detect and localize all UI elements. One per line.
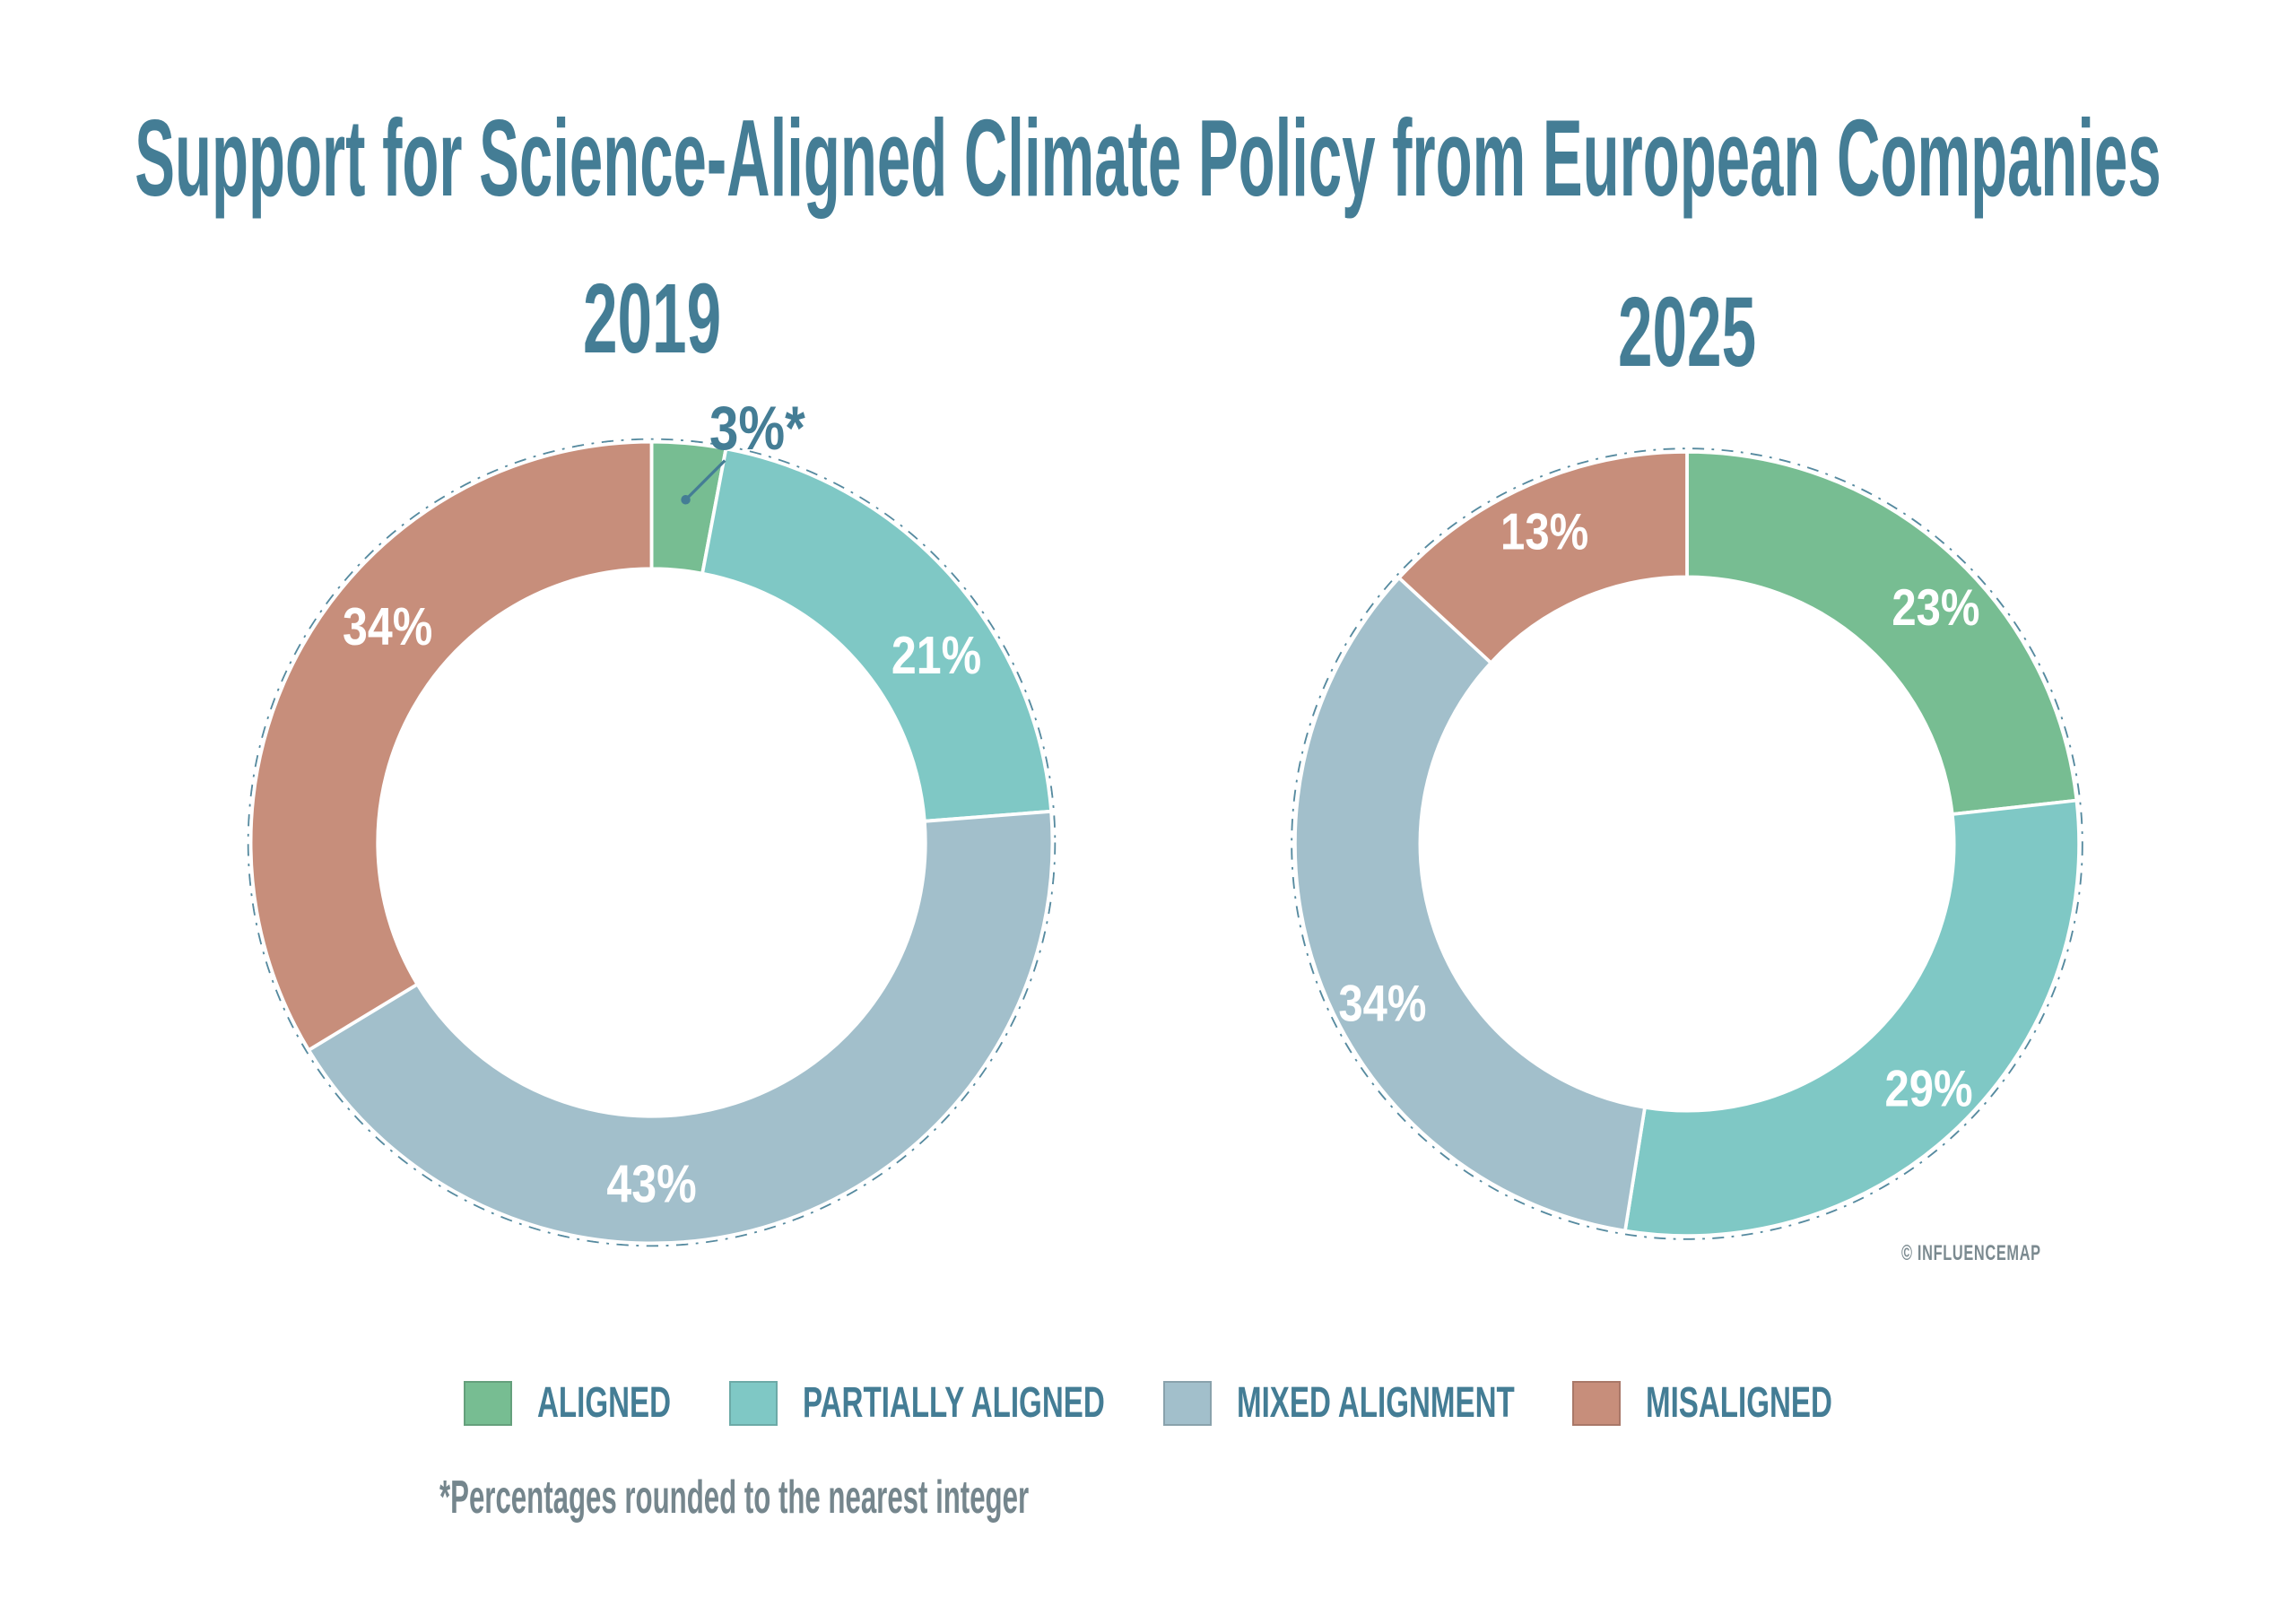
- donut-segment-mixed-alignment: [307, 809, 1055, 1246]
- legend-item-label: MISALIGNED: [1646, 1379, 1833, 1427]
- legend-swatch: [1162, 1381, 1212, 1426]
- donut-labels: 21% 43% 34%: [343, 596, 981, 1213]
- legend-swatch: [463, 1381, 512, 1426]
- callout: 3%*: [681, 395, 805, 505]
- chart-title-2025: 2025: [1618, 281, 1756, 385]
- footnote: *Percentages rounded to the nearest inte…: [439, 1472, 1029, 1524]
- donut-segments: [1293, 450, 2081, 1238]
- donut-segments: [248, 439, 1055, 1246]
- legend-swatch: [1572, 1381, 1622, 1426]
- legend: ALIGNED PARTIALLY ALIGNED MIXED ALIGNMENT M…: [0, 1381, 2296, 1426]
- legend-item: MISALIGNED: [1572, 1381, 1832, 1426]
- watermark: © INFLUENCEMAP: [1901, 1241, 2041, 1267]
- legend-item: ALIGNED: [463, 1379, 671, 1427]
- donut-segment-partially-aligned: [700, 447, 1053, 823]
- segment-label: 21%: [891, 625, 981, 685]
- donut-outline-dashed: [1291, 447, 2083, 1240]
- chart-title-2019-text: 2019: [582, 264, 722, 374]
- page-title-text: Support for Science-Aligned Climate Poli…: [135, 97, 2161, 219]
- legend-item: PARTIALLY ALIGNED: [728, 1379, 1105, 1427]
- segment-label: 13%: [1500, 504, 1588, 561]
- donut-segment-misaligned: [248, 439, 654, 1052]
- segment-label: 34%: [1338, 976, 1426, 1033]
- callout-label: 3%*: [709, 395, 805, 464]
- chart-title-2025-text: 2025: [1617, 277, 1757, 387]
- donut-labels: 23% 29% 34% 13%: [1338, 504, 1979, 1118]
- chart-title-2019: 2019: [583, 267, 721, 371]
- segment-label: 43%: [606, 1154, 696, 1214]
- donut-outline-dashed: [247, 438, 1057, 1247]
- donut-segment-mixed-alignment: [1293, 576, 1647, 1233]
- legend-item-label: ALIGNED: [536, 1379, 671, 1427]
- segment-label: 23%: [1892, 579, 1979, 637]
- donut-chart-2025: 23% 29% 34% 13%: [1291, 447, 2083, 1240]
- legend-item-label: PARTIALLY ALIGNED: [802, 1379, 1105, 1427]
- page-title: Support for Science-Aligned Climate Poli…: [135, 100, 2161, 215]
- watermark-text: © INFLUENCEMAP: [1901, 1241, 2041, 1265]
- donut-segment-misaligned: [1397, 450, 1689, 664]
- legend-item-label: MIXED ALIGNMENT: [1236, 1379, 1515, 1427]
- callout-dot: [681, 495, 691, 505]
- donut-segment-aligned: [1685, 450, 2079, 816]
- donut-segment-partially-aligned: [1623, 798, 2081, 1238]
- legend-item: MIXED ALIGNMENT: [1162, 1379, 1515, 1427]
- donut-chart-2019: 21% 43% 34% 3%*: [247, 395, 1057, 1247]
- footnote-text: *Percentages rounded to the nearest inte…: [439, 1472, 1030, 1524]
- callout-leader-line: [684, 459, 726, 501]
- segment-label: 34%: [343, 596, 432, 656]
- segment-label: 29%: [1884, 1061, 1972, 1118]
- legend-swatch: [728, 1381, 778, 1426]
